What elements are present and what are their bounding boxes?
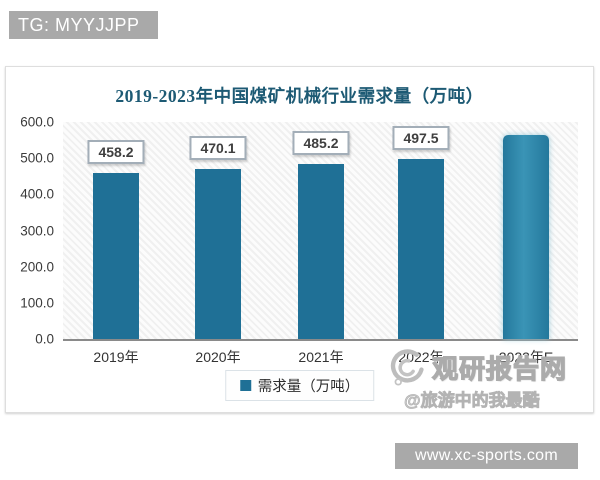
x-label-2023年E: 2023年E xyxy=(498,349,554,365)
data-label-2020年: 470.1 xyxy=(189,136,247,160)
y-tick-0.0: 0.0 xyxy=(35,331,54,347)
y-tick-200.0: 200.0 xyxy=(20,259,54,275)
legend-label: 需求量（万吨） xyxy=(257,379,360,395)
legend-swatch-icon xyxy=(239,380,251,391)
data-label-2021年: 485.2 xyxy=(292,131,350,155)
watermark-brand-text: 观研报告网 xyxy=(431,353,568,384)
x-label-2021年: 2021年 xyxy=(298,349,344,365)
chart-title: 2019-2023年中国煤矿机械行业需求量（万吨） xyxy=(115,86,484,106)
website-watermark-badge: www.xc-sports.com xyxy=(395,443,578,469)
legend: 需求量（万吨） xyxy=(224,370,375,401)
swirl-logo-icon xyxy=(390,349,424,386)
telegram-handle-text: TG: MYYJJPP xyxy=(18,14,140,35)
y-tick-300.0: 300.0 xyxy=(20,223,54,238)
bar-2020年 xyxy=(195,169,241,339)
bar-2021年 xyxy=(298,164,344,339)
y-tick-400.0: 400.0 xyxy=(20,186,54,202)
x-label-2019年: 2019年 xyxy=(93,349,139,365)
y-axis-tick-labels: 600.0 500.0 400.0 300.0 200.0 100.0 0.0 xyxy=(6,115,58,347)
data-label-2022年: 497.5 xyxy=(392,126,450,150)
x-label-2020年: 2020年 xyxy=(195,349,241,365)
y-tick-100.0: 100.0 xyxy=(20,295,54,311)
y-tick-600.0: 600.0 xyxy=(20,114,54,130)
data-label-2019年: 458.2 xyxy=(87,140,145,164)
bar-2019年 xyxy=(93,173,139,339)
bar-2022年 xyxy=(398,159,444,339)
chart-card: 2019-2023年中国煤矿机械行业需求量（万吨） 600.0 500.0 400.… xyxy=(5,66,594,413)
website-url-text: www.xc-sports.com xyxy=(415,447,558,464)
site-watermark: 观研报告网 @旅游中的我最酷 xyxy=(386,346,596,411)
watermark-handle-text: @旅游中的我最酷 xyxy=(404,391,540,411)
x-axis-labels: 2019年 2020年 2021年 2022年 2023年E xyxy=(63,347,578,367)
y-tick-500.0: 500.0 xyxy=(20,150,54,166)
plot-area: 458.2 470.1 485.2 497.5 xyxy=(63,122,578,341)
glossy-cap-overlay xyxy=(501,120,551,140)
bar-2023年E xyxy=(503,135,549,339)
telegram-watermark-badge: TG: MYYJJPP xyxy=(9,11,158,39)
